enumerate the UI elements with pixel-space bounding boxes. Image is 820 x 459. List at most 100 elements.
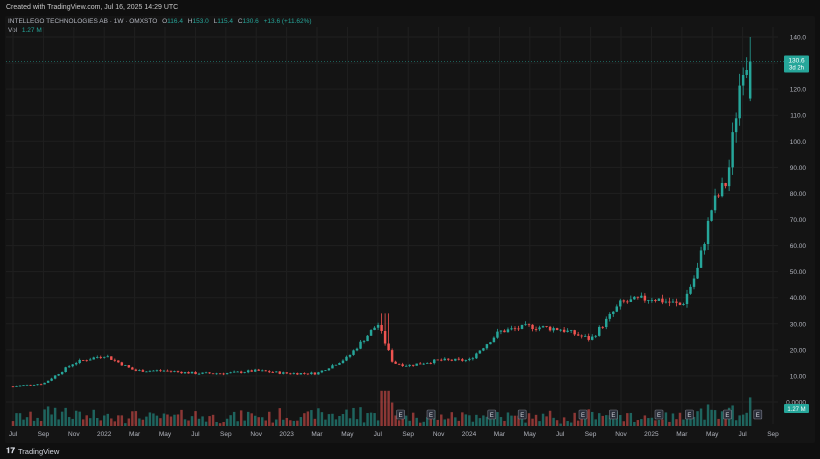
chart-panel[interactable]: [5, 16, 815, 443]
volume-bar: [527, 413, 531, 426]
candle-body: [159, 370, 162, 372]
candle-body: [703, 243, 706, 251]
volume-bar: [605, 415, 608, 426]
candle-body: [257, 369, 260, 371]
candle-body: [110, 356, 113, 360]
earnings-marker-label: E: [687, 413, 691, 419]
volume-bar: [696, 411, 699, 426]
price-tick-label: 30.00: [790, 321, 807, 328]
earnings-marker-label: E: [581, 413, 585, 419]
candle-body: [468, 358, 471, 361]
candle-body: [106, 356, 110, 358]
candle-body: [282, 372, 285, 374]
volume-bar: [201, 416, 204, 426]
candle-body: [43, 382, 46, 385]
volume-bar: [67, 417, 71, 426]
candle-body: [169, 370, 173, 372]
candle-body: [264, 370, 267, 372]
volume-bar: [675, 419, 678, 426]
price-tick-label: 50.00: [790, 269, 807, 276]
candle-body: [141, 370, 145, 372]
volume-bar: [183, 419, 187, 426]
candle-body: [601, 326, 604, 328]
candle-body: [250, 370, 253, 372]
volume-bar: [155, 415, 159, 426]
earnings-marker-label: E: [490, 413, 494, 419]
volume-bar: [313, 418, 317, 426]
volume-bar: [548, 410, 552, 426]
candle-body: [317, 372, 320, 375]
candle-body: [738, 85, 741, 119]
candle-body: [562, 329, 566, 332]
price-tick-label: 0.0000: [786, 400, 806, 407]
time-tick-label: Nov: [68, 431, 80, 438]
candle-body: [731, 132, 734, 168]
volume-bar: [278, 408, 282, 426]
candle-body: [197, 373, 201, 375]
candle-body: [313, 372, 317, 375]
time-tick-label: Jul: [9, 431, 18, 438]
volume-bar: [239, 410, 243, 426]
brand-name: TradingView: [18, 446, 60, 456]
volume-bar: [440, 414, 443, 426]
candle-body: [619, 300, 622, 307]
close-label: C: [237, 18, 243, 25]
volume-bar: [450, 412, 454, 426]
volume-bar: [187, 420, 190, 426]
candle-body: [450, 359, 454, 361]
volume-bar: [204, 421, 208, 426]
candle-body: [285, 372, 289, 374]
volume-bar: [717, 418, 720, 426]
candle-body: [180, 371, 183, 374]
volume-bar: [408, 420, 411, 426]
time-tick-label: Mar: [311, 431, 323, 438]
symbol-legend: INTELLEGO TECHNOLOGIES AB · 1W · OMXSTO …: [8, 17, 312, 35]
volume-bar: [222, 422, 225, 426]
candle-body: [85, 360, 88, 362]
candle-body: [345, 356, 348, 361]
earnings-marker-label: E: [657, 413, 661, 419]
volume-bar: [43, 409, 46, 426]
candle-body: [678, 302, 682, 305]
volume-bar: [485, 416, 489, 426]
candle-body: [408, 364, 411, 366]
volume-bar: [362, 422, 366, 426]
candle-body: [587, 336, 590, 340]
candle-body: [734, 118, 738, 133]
time-tick-label: Nov: [250, 431, 262, 438]
volume-bar: [657, 419, 661, 426]
volume-bar: [18, 413, 22, 426]
volume-bar: [159, 418, 162, 426]
candle-body: [573, 330, 576, 335]
volume-bar: [250, 413, 253, 426]
volume-bar: [162, 413, 166, 426]
candle-body: [299, 373, 303, 375]
candle-body: [671, 301, 675, 303]
volume-bar: [587, 409, 590, 426]
candle-body: [541, 326, 545, 328]
volume-bar: [580, 414, 583, 426]
volume-bar: [32, 420, 36, 426]
candle-body: [348, 354, 352, 357]
candle-body: [29, 384, 32, 386]
candle-body: [303, 373, 306, 374]
volume-bar: [622, 421, 626, 426]
volume-bar: [576, 420, 580, 426]
volume-bar: [92, 409, 95, 426]
candle-body: [289, 373, 292, 375]
time-tick-label: Sep: [38, 431, 50, 438]
volume-bar: [590, 411, 594, 426]
candle-body: [204, 372, 208, 374]
volume-bar: [81, 419, 85, 426]
candle-body: [626, 301, 629, 303]
candle-body: [155, 370, 159, 372]
volume-bar: [506, 412, 510, 426]
volume-bar: [731, 405, 734, 426]
volume-bar: [46, 406, 50, 426]
volume-bar: [661, 419, 664, 426]
volume-bar: [531, 418, 534, 426]
volume-bar: [285, 417, 289, 426]
volume-bar: [562, 417, 566, 426]
candle-body: [682, 303, 685, 305]
